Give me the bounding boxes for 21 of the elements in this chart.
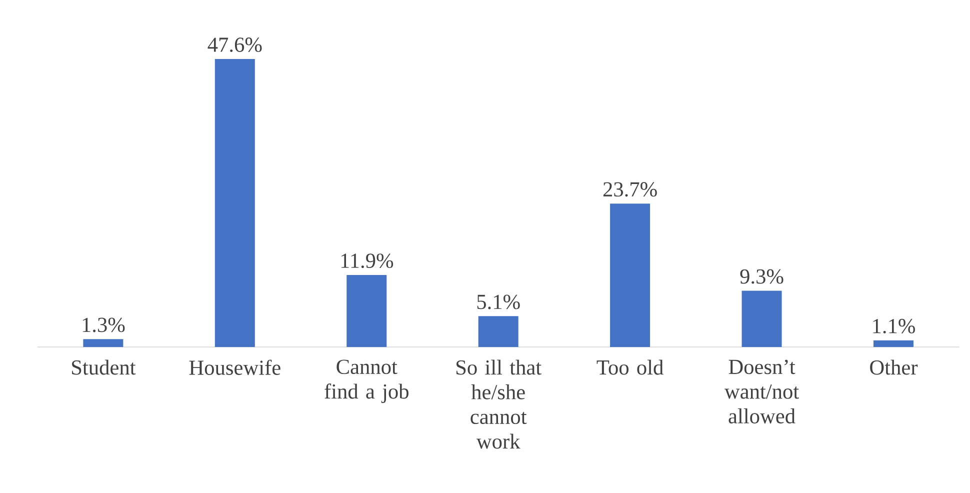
- x-tick-label: Student: [72, 360, 136, 375]
- x-tick-label: Cannot find a job: [324, 360, 408, 404]
- bar: [478, 316, 518, 347]
- data-label: 1.1%: [873, 318, 915, 334]
- x-tick-label: So ill that he/she cannot work: [456, 360, 542, 449]
- data-label: 47.6%: [208, 38, 262, 52]
- x-tick-label: Too old: [596, 360, 664, 375]
- data-label: 1.3%: [82, 318, 125, 332]
- x-tick-label: Doesn’t want/not allowed: [724, 360, 799, 424]
- bar: [742, 290, 782, 347]
- data-label: 23.7%: [603, 182, 657, 197]
- bar: [873, 340, 914, 347]
- bar: [610, 204, 650, 347]
- bar: [214, 58, 255, 347]
- data-label: 5.1%: [477, 294, 520, 310]
- data-label: 9.3%: [740, 269, 784, 284]
- data-label: 11.9%: [341, 254, 394, 268]
- bar: [83, 339, 124, 347]
- bar: [346, 274, 387, 347]
- x-tick-label: Housewife: [189, 360, 280, 375]
- x-tick-label: Other: [870, 360, 918, 375]
